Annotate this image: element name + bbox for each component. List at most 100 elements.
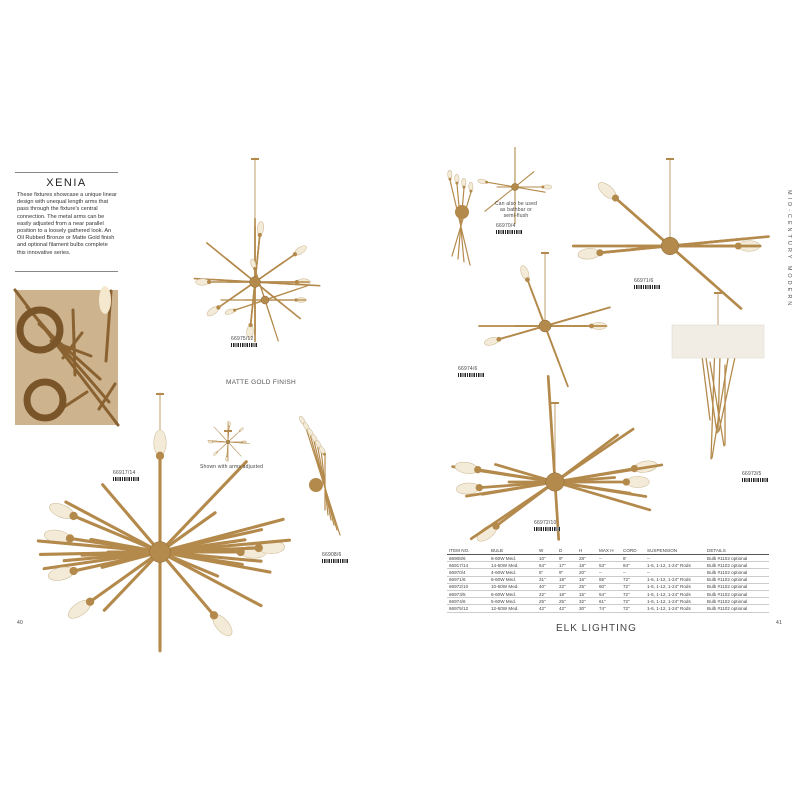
canopy — [714, 292, 722, 294]
arm — [219, 431, 240, 450]
arm — [710, 342, 716, 460]
arms-adjusted-thumbnail — [225, 439, 231, 445]
sconce-66970-4 — [455, 205, 469, 219]
table-cell: 66974/6 — [447, 597, 489, 606]
table-cell: 5" — [537, 568, 557, 577]
table-cell: 8' — [621, 554, 645, 563]
table-cell: 9" — [557, 554, 577, 563]
table-cell: 30" — [577, 604, 597, 613]
drum-shade — [671, 324, 765, 359]
barcode — [322, 559, 348, 563]
series-description: These fixtures showcase a unique linear … — [17, 192, 117, 256]
table-cell: 55" — [597, 576, 621, 584]
socket — [65, 534, 75, 543]
table-header: ITEM NO. BULB W D H MAX H CORD SUSPENSION DETAIL… — [447, 548, 769, 555]
arms-caption: Shown with arms adjusted — [200, 464, 264, 470]
table-row: 66908/6 6-60W Med. 10" 9" 28" –8' – Bulb #1102 … — [447, 554, 769, 563]
table-cell: 32" — [577, 597, 597, 606]
table-cell: 72" — [621, 604, 645, 613]
table-cell: – — [621, 568, 645, 577]
arm — [496, 306, 611, 341]
table-cell: 18" — [577, 561, 597, 570]
table-cell: 22" — [557, 583, 577, 591]
socket — [216, 451, 218, 453]
column-header: H — [577, 548, 597, 555]
arm — [227, 254, 295, 302]
table-cell: Bulb #1102 optional — [705, 604, 769, 613]
hub — [16, 306, 64, 354]
table-cell: – — [645, 568, 705, 577]
socket — [525, 277, 530, 283]
sconce-66908-6 — [309, 478, 323, 492]
table-row: 66973/5 6-60W Med. 22" 18" 15" 54" 72" 1-6, 1-1… — [447, 590, 769, 599]
column-header: BULB — [489, 548, 537, 555]
column-header: W — [537, 548, 557, 555]
table-cell: 42" — [557, 604, 577, 613]
table-row: 66917/14 14-60W Med. 54" 17" 18" 53" 84" 1-6, 1… — [447, 561, 769, 570]
table-cell: 40" — [537, 583, 557, 591]
table-cell: 66971/6 — [447, 576, 489, 584]
item-number: 66917/14 — [113, 470, 136, 476]
socket — [253, 267, 257, 271]
table-cell: 66970/4 — [447, 568, 489, 577]
hub — [260, 295, 270, 305]
table-cell: 72" — [621, 583, 645, 591]
pendant-66971-6 — [660, 236, 680, 256]
barcode — [113, 477, 139, 481]
table-cell: 18" — [557, 590, 577, 599]
flush-caption: Can also be used as bathbar or semi-flus… — [494, 201, 538, 219]
column-header: CORD — [621, 548, 645, 555]
product-label-66970-4: 66970/4 — [496, 223, 522, 234]
table-cell: 66972/10 — [447, 583, 489, 591]
barcode — [634, 285, 660, 289]
column-header: MAX H — [597, 548, 621, 555]
table-cell: 1-6, 1-12, 1-24" Rods — [645, 576, 705, 584]
series-title: XENIA — [46, 177, 87, 189]
product-label-66908-6: 66908/6 — [322, 552, 348, 563]
table-cell: 20" — [577, 568, 597, 577]
product-label-66975-12: 66975/12 — [231, 336, 257, 347]
table-cell: 17" — [557, 561, 577, 570]
arm — [494, 463, 652, 512]
table-cell: 25" — [537, 597, 557, 606]
table-cell: Bulb #1102 optional — [705, 583, 769, 591]
finish-label: MATTE GOLD FINISH — [226, 379, 296, 386]
arm — [484, 171, 535, 212]
item-number: 66975/12 — [231, 336, 254, 342]
arm — [213, 440, 250, 444]
table-cell: 1-6, 1-12, 1-24" Rods — [645, 583, 705, 591]
hub — [23, 378, 67, 422]
barcode — [496, 230, 522, 234]
barcode — [458, 373, 484, 377]
page-number-left: 40 — [17, 620, 23, 626]
product-label-66972-10: 66972/10 — [534, 520, 560, 531]
table-cell: 1-6, 1-12, 1-24" Rods — [645, 561, 705, 570]
table-cell: 22" — [537, 590, 557, 599]
divider — [15, 172, 118, 173]
socket — [455, 181, 459, 185]
table-cell: 5-60W Med. — [489, 597, 537, 606]
table-cell: 54" — [537, 561, 557, 570]
table-cell: Bulb #1102 optional — [705, 568, 769, 577]
chandelier-66974-6 — [538, 319, 552, 333]
socket — [541, 185, 545, 189]
table-cell: 6-60W Med. — [489, 554, 537, 563]
arm — [102, 460, 248, 612]
arm — [233, 285, 309, 312]
barcode — [231, 343, 257, 347]
table-cell: 66973/5 — [447, 590, 489, 599]
arm — [546, 375, 561, 541]
arm — [25, 305, 111, 404]
arm — [100, 517, 285, 569]
product-label-66917-14: 66917/14 — [113, 470, 139, 481]
socket — [611, 194, 620, 202]
table-row: 66971/6 6-60W Med. 31" 18" 16" 55" 72" 1-6, 1-1… — [447, 576, 769, 584]
item-number: 66974/6 — [458, 366, 478, 372]
brand-logo: ELK LIGHTING — [556, 623, 637, 634]
page-number-right: 41 — [776, 620, 782, 626]
table-cell: 1-6, 1-12, 1-24" Rods — [645, 590, 705, 599]
table-cell: 72" — [621, 597, 645, 606]
table-cell: 6-60W Med. — [489, 576, 537, 584]
table-cell: 14-60W Med. — [489, 561, 537, 570]
